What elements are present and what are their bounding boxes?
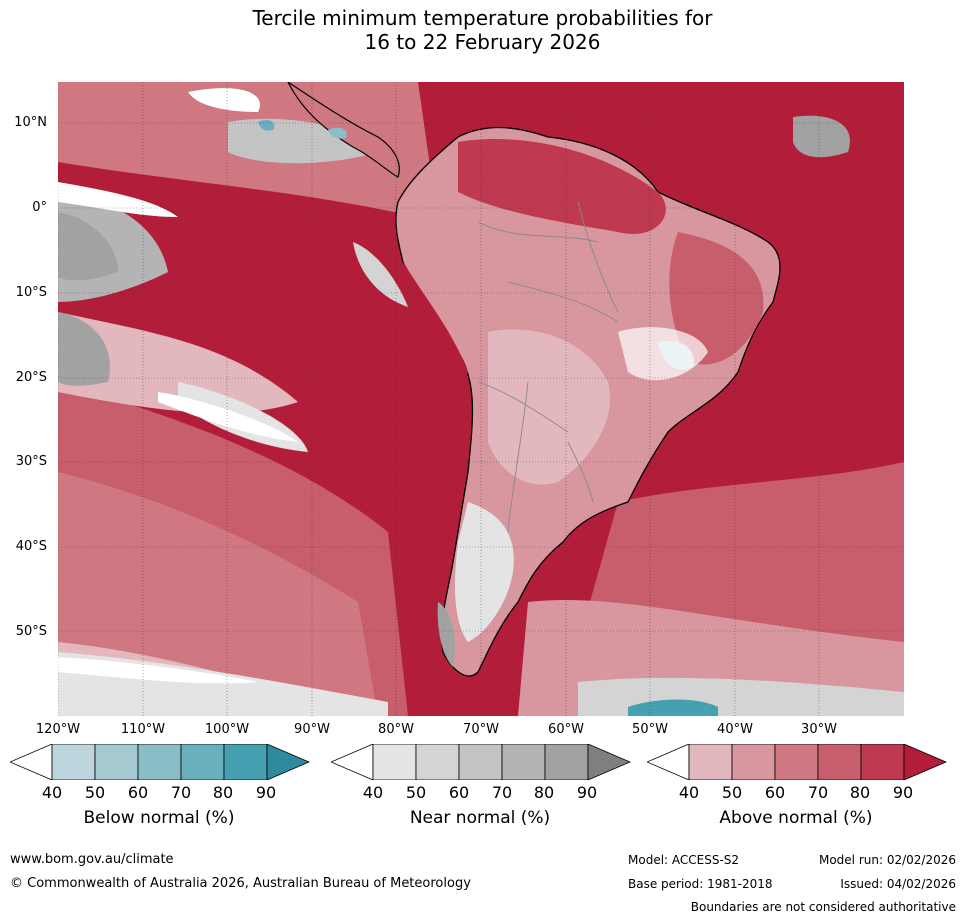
near-colorbar-segment-2	[415, 744, 460, 780]
below-tick-60: 60	[127, 783, 149, 802]
above-colorbar-segment-1	[688, 744, 733, 780]
white-streak-25s	[158, 392, 298, 442]
above-colorbar-segment-5	[860, 744, 905, 780]
above-colorbar-segment-4	[817, 744, 862, 780]
footer-model: Model: ACCESS-S2	[628, 853, 740, 867]
near-colorbar-high-end	[587, 744, 631, 780]
colorbar-above-normal	[647, 744, 947, 780]
andes-red-strip	[403, 262, 468, 375]
above-tick-90: 90	[892, 783, 914, 802]
below-normal-patch-10n-b	[258, 119, 275, 131]
lon-label-90w: 90°W	[294, 722, 330, 737]
chart-title-line1: Tercile minimum temperature probabilitie…	[252, 6, 713, 30]
below-normal-patch-south-atlantic	[628, 699, 718, 716]
near-tick-70: 70	[491, 783, 513, 802]
legend-title-below: Below normal (%)	[83, 808, 235, 828]
near-normal-west-eq-dark	[58, 212, 118, 281]
above-tick-70: 70	[807, 783, 829, 802]
land-north-red	[458, 139, 666, 234]
footer-issued: Issued: 04/02/2026	[840, 877, 956, 891]
near-tick-50: 50	[405, 783, 427, 802]
near-normal-10s	[353, 242, 408, 307]
below-tick-70: 70	[170, 783, 192, 802]
lon-label-110w: 110°W	[120, 722, 166, 737]
chart-title-line2: 16 to 22 February 2026	[364, 30, 601, 54]
lat-label-0: 0°	[32, 200, 47, 215]
probability-map	[58, 82, 904, 716]
near-colorbar-low-end	[331, 744, 374, 780]
graticule	[58, 82, 904, 716]
lon-label-80w: 80°W	[378, 722, 414, 737]
near-tick-90: 90	[576, 783, 598, 802]
footer-model-run: Model run: 02/02/2026	[818, 853, 956, 867]
near-normal-east-10n	[793, 115, 850, 158]
lat-label-20s: 20°S	[15, 370, 47, 385]
below-colorbar-segment-5	[223, 744, 268, 780]
lon-label-60w: 60°W	[548, 722, 584, 737]
below-tick-80: 80	[212, 783, 234, 802]
above-colorbar-high-end	[903, 744, 947, 780]
lon-label-100w: 100°W	[204, 722, 250, 737]
above-colorbar-low-end	[647, 744, 690, 780]
colorbar-near-normal	[331, 744, 631, 780]
lon-label-120w: 120°W	[35, 722, 81, 737]
legend-title-near: Near normal (%)	[409, 808, 551, 828]
lat-label-40s: 40°S	[15, 539, 47, 554]
near-tick-40: 40	[362, 783, 384, 802]
above-tick-80: 80	[849, 783, 871, 802]
below-tick-40: 40	[41, 783, 63, 802]
lat-label-50s: 50°S	[15, 624, 47, 639]
colorbar-below-normal	[10, 744, 310, 780]
land-white-patch-center	[618, 327, 708, 381]
near-colorbar-segment-4	[501, 744, 546, 780]
footer-website: www.bom.gov.au/climate	[10, 852, 174, 867]
below-colorbar-low-end	[10, 744, 53, 780]
footer-base-period: Base period: 1981-2018	[628, 877, 773, 891]
lat-label-30s: 30°S	[15, 454, 47, 469]
lon-label-30w: 30°W	[801, 722, 837, 737]
lon-label-40w: 40°W	[717, 722, 753, 737]
lon-label-50w: 50°W	[632, 722, 668, 737]
below-colorbar-segment-3	[137, 744, 182, 780]
near-tick-80: 80	[533, 783, 555, 802]
above-tick-40: 40	[678, 783, 700, 802]
above-40-patch-pacific	[58, 312, 298, 413]
near-normal-west-20s	[58, 312, 110, 386]
below-tick-50: 50	[84, 783, 106, 802]
below-colorbar-segment-1	[51, 744, 96, 780]
near-colorbar-segment-3	[458, 744, 503, 780]
above-colorbar-segment-2	[731, 744, 776, 780]
below-colorbar-segment-4	[180, 744, 225, 780]
near-colorbar-segment-5	[544, 744, 589, 780]
land-tip-grey	[437, 602, 455, 667]
white-streak-10n	[188, 88, 260, 112]
below-colorbar-segment-2	[94, 744, 139, 780]
below-tick-90: 90	[255, 783, 277, 802]
above-tick-60: 60	[764, 783, 786, 802]
country-borders	[477, 201, 619, 533]
near-colorbar-segment-1	[372, 744, 417, 780]
lat-label-10s: 10°S	[15, 285, 47, 300]
above-colorbar-segment-3	[774, 744, 819, 780]
near-tick-60: 60	[448, 783, 470, 802]
white-streak-55s	[58, 657, 258, 684]
below-colorbar-high-end	[266, 744, 310, 780]
footer-copyright: © Commonwealth of Australia 2026, Austra…	[10, 876, 471, 891]
lat-label-10n: 10°N	[14, 115, 47, 130]
land-patagonia-grey	[455, 502, 514, 642]
land-east-red	[669, 232, 764, 365]
land-south-pink	[488, 329, 610, 485]
above-tick-50: 50	[721, 783, 743, 802]
below-normal-patch-10n	[328, 127, 347, 139]
lon-label-70w: 70°W	[463, 722, 499, 737]
footer-disclaimer: Boundaries are not considered authoritat…	[690, 900, 956, 914]
legend-title-above: Above normal (%)	[719, 808, 873, 828]
